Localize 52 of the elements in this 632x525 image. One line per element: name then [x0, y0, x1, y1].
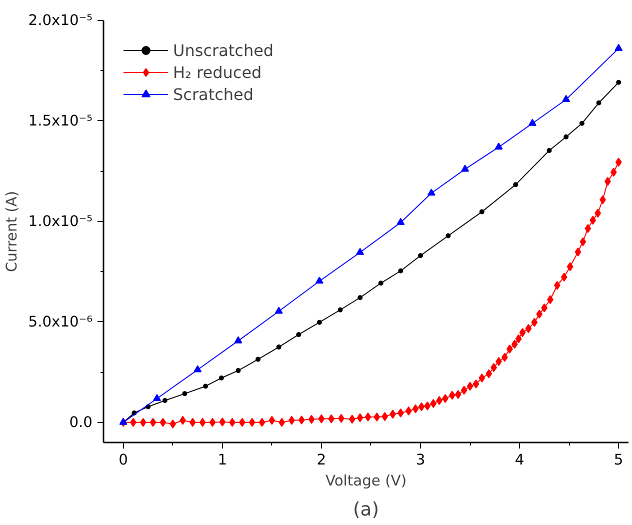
y-tick-label: 2.0x10⁻⁵: [28, 12, 93, 29]
x-tick-label: 0: [118, 452, 128, 468]
legend-label: Unscratched: [173, 40, 274, 60]
point: [562, 94, 570, 102]
x-tick-label: 5: [614, 452, 624, 468]
point: [256, 356, 261, 362]
point: [356, 248, 364, 255]
legend-label: Scratched: [173, 84, 254, 104]
y-axis-title: Current (A): [3, 190, 20, 272]
y-tick-label: 1.0x10⁻⁵: [28, 212, 93, 230]
point: [236, 368, 241, 374]
point: [546, 148, 552, 154]
point: [276, 344, 282, 350]
point: [316, 320, 322, 325]
x-tick-label: 2: [316, 452, 326, 468]
point: [194, 365, 202, 372]
point: [162, 398, 168, 403]
point: [378, 280, 384, 286]
x-axis-title: Voltage (V): [325, 472, 407, 490]
text: (a): [353, 500, 380, 520]
point: [274, 306, 283, 314]
point: [579, 120, 584, 126]
point: [564, 134, 569, 140]
point: [338, 307, 343, 312]
point: [152, 394, 161, 402]
point: [358, 295, 363, 300]
point: [182, 391, 188, 396]
point: [234, 336, 242, 344]
point: [528, 118, 536, 126]
point: [616, 80, 622, 85]
x-tick-label: 1: [218, 452, 228, 468]
legend-label: H₂ reduced: [173, 62, 262, 82]
y-tick-label: 5.0x10⁻⁶: [28, 313, 93, 330]
point: [479, 209, 484, 214]
point: [203, 384, 208, 389]
point: [218, 376, 224, 380]
y-tick-label: 1.5x10⁻⁵: [28, 112, 93, 130]
point: [315, 276, 324, 284]
point: [614, 44, 623, 51]
point: [446, 233, 451, 238]
y-tick-label: 0.0: [69, 414, 93, 431]
point: [494, 142, 503, 150]
point: [396, 218, 405, 225]
point: [398, 268, 404, 274]
point: [461, 164, 470, 172]
point: [296, 332, 302, 338]
point: [427, 188, 436, 196]
point: [596, 100, 602, 106]
x-tick-label: 3: [416, 452, 426, 468]
point: [513, 182, 518, 188]
point: [418, 253, 423, 258]
x-tick-label: 4: [514, 452, 524, 468]
